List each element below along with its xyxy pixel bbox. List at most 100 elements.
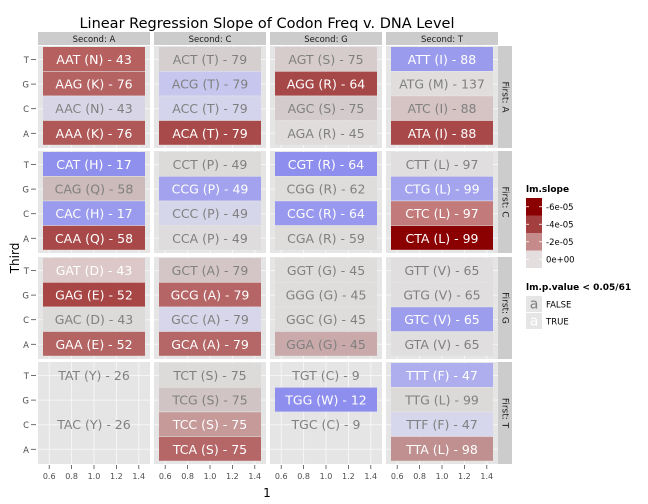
codon-tile [275, 331, 377, 356]
y-tick-label: G [22, 186, 29, 196]
codon-label: TGT (C) - 9 [291, 368, 359, 383]
y-tick-label: C [23, 421, 29, 431]
x-tick-label: 1.2 [226, 472, 239, 481]
codon-tile [43, 225, 145, 250]
y-tick-label: T [23, 372, 30, 382]
codon-tile [275, 201, 377, 226]
y-tick-label: T [23, 161, 30, 171]
codon-tile [391, 436, 493, 461]
y-tick-label: C [23, 105, 29, 115]
codon-tile [275, 152, 377, 176]
codon-tile [43, 152, 145, 176]
codon-label: TTT (F) - 47 [405, 368, 478, 383]
codon-label: CAA (Q) - 58 [55, 231, 133, 246]
color-legend-label: -4e-05 [546, 221, 574, 231]
codon-label: TGC (C) - 9 [291, 417, 361, 432]
y-tick-label: T [23, 56, 30, 66]
codon-label: GTC (V) - 65 [404, 312, 480, 327]
y-tick-label: A [23, 341, 29, 351]
codon-tile [43, 201, 145, 226]
x-tick-label: 1.0 [320, 472, 333, 481]
codon-label: TCC (S) - 75 [172, 417, 247, 432]
codon-tile [159, 152, 261, 176]
x-axis-label: 1 [263, 486, 271, 500]
codon-tile [275, 71, 377, 96]
color-legend-title: lm.slope [526, 185, 569, 195]
codon-tile [43, 282, 145, 307]
pvalue-legend-title: lm.p.value < 0.05/61 [526, 283, 631, 293]
x-tick-label: 1.2 [110, 472, 123, 481]
x-tick-label: 0.8 [413, 472, 426, 481]
codon-tile [275, 225, 377, 250]
codon-label: AGG (R) - 64 [287, 77, 366, 92]
codon-label: AAG (K) - 76 [55, 77, 132, 92]
codon-tile [159, 47, 261, 71]
codon-label: TGG (W) - 12 [284, 393, 366, 408]
codon-tile [159, 120, 261, 145]
codon-label: CGC (R) - 64 [287, 206, 365, 221]
codon-label: CGT (R) - 64 [288, 157, 364, 172]
codon-label: ACT (T) - 79 [173, 52, 247, 67]
codon-tile [391, 387, 493, 412]
codon-label: CCA (P) - 49 [172, 231, 248, 246]
codon-label: GCG (A) - 79 [171, 288, 250, 303]
codon-tile [391, 282, 493, 307]
codon-label: TCG (S) - 75 [171, 393, 247, 408]
x-tick-label: 1.4 [364, 472, 377, 481]
y-tick-label: G [22, 397, 29, 407]
codon-tile [159, 71, 261, 96]
codon-tile [391, 225, 493, 250]
codon-label: ACC (T) - 79 [172, 101, 248, 116]
col-facet-label: Second: G [304, 35, 347, 45]
codon-label: CTC (L) - 97 [405, 206, 478, 221]
codon-label: ATT (I) - 88 [408, 52, 476, 67]
codon-tile [391, 307, 493, 332]
codon-label: CTG (L) - 99 [404, 182, 479, 197]
codon-label: TAC (Y) - 26 [56, 417, 130, 432]
codon-label: GAT (D) - 43 [56, 263, 133, 278]
color-legend-swatch [526, 215, 542, 233]
chart-title: Linear Regression Slope of Codon Freq v.… [79, 16, 454, 32]
row-facet-label: First: A [500, 82, 510, 114]
codon-tile [391, 176, 493, 201]
row-facet-strip [498, 46, 512, 148]
col-facet-label: Second: A [73, 35, 116, 45]
codon-label: GGC (G) - 45 [286, 312, 366, 327]
color-legend-swatch [526, 198, 542, 216]
codon-label: CGG (R) - 62 [287, 182, 366, 197]
x-tick-label: 0.6 [275, 472, 288, 481]
col-facet-strip [270, 32, 382, 45]
row-facet-label: First: T [500, 398, 510, 429]
codon-label: TCA (S) - 75 [172, 442, 247, 457]
codon-label: CGA (R) - 59 [287, 231, 365, 246]
x-tick-label: 1.2 [342, 472, 355, 481]
x-tick-label: 0.8 [297, 472, 310, 481]
codon-tile [275, 47, 377, 71]
codon-tile [159, 436, 261, 461]
codon-label: GTA (V) - 65 [404, 337, 479, 352]
codon-label: GAG (E) - 52 [55, 288, 133, 303]
codon-label: AGC (S) - 75 [288, 101, 365, 116]
y-tick-label: A [23, 235, 29, 245]
codon-tile [391, 120, 493, 145]
y-tick-label: A [23, 130, 29, 140]
y-axis-label: Third [8, 243, 22, 275]
x-tick-label: 1.4 [248, 472, 261, 481]
x-tick-label: 1.4 [480, 472, 493, 481]
codon-tile [43, 120, 145, 145]
codon-tile [159, 176, 261, 201]
codon-tile [159, 258, 261, 282]
codon-label: GCA (A) - 79 [171, 337, 249, 352]
codon-tile [275, 387, 377, 412]
codon-tile [43, 176, 145, 201]
codon-label: TCT (S) - 75 [172, 368, 246, 383]
codon-label: AAT (N) - 43 [56, 52, 132, 67]
codon-label: CCT (P) - 49 [173, 157, 248, 172]
pvalue-legend-label: FALSE [546, 301, 571, 311]
y-tick-label: G [22, 81, 29, 91]
y-tick-label: C [23, 210, 29, 220]
codon-label: ATC (I) - 88 [408, 101, 477, 116]
codon-label: GCT (A) - 79 [172, 263, 249, 278]
col-facet-strip [154, 32, 266, 45]
codon-tile [43, 258, 145, 282]
